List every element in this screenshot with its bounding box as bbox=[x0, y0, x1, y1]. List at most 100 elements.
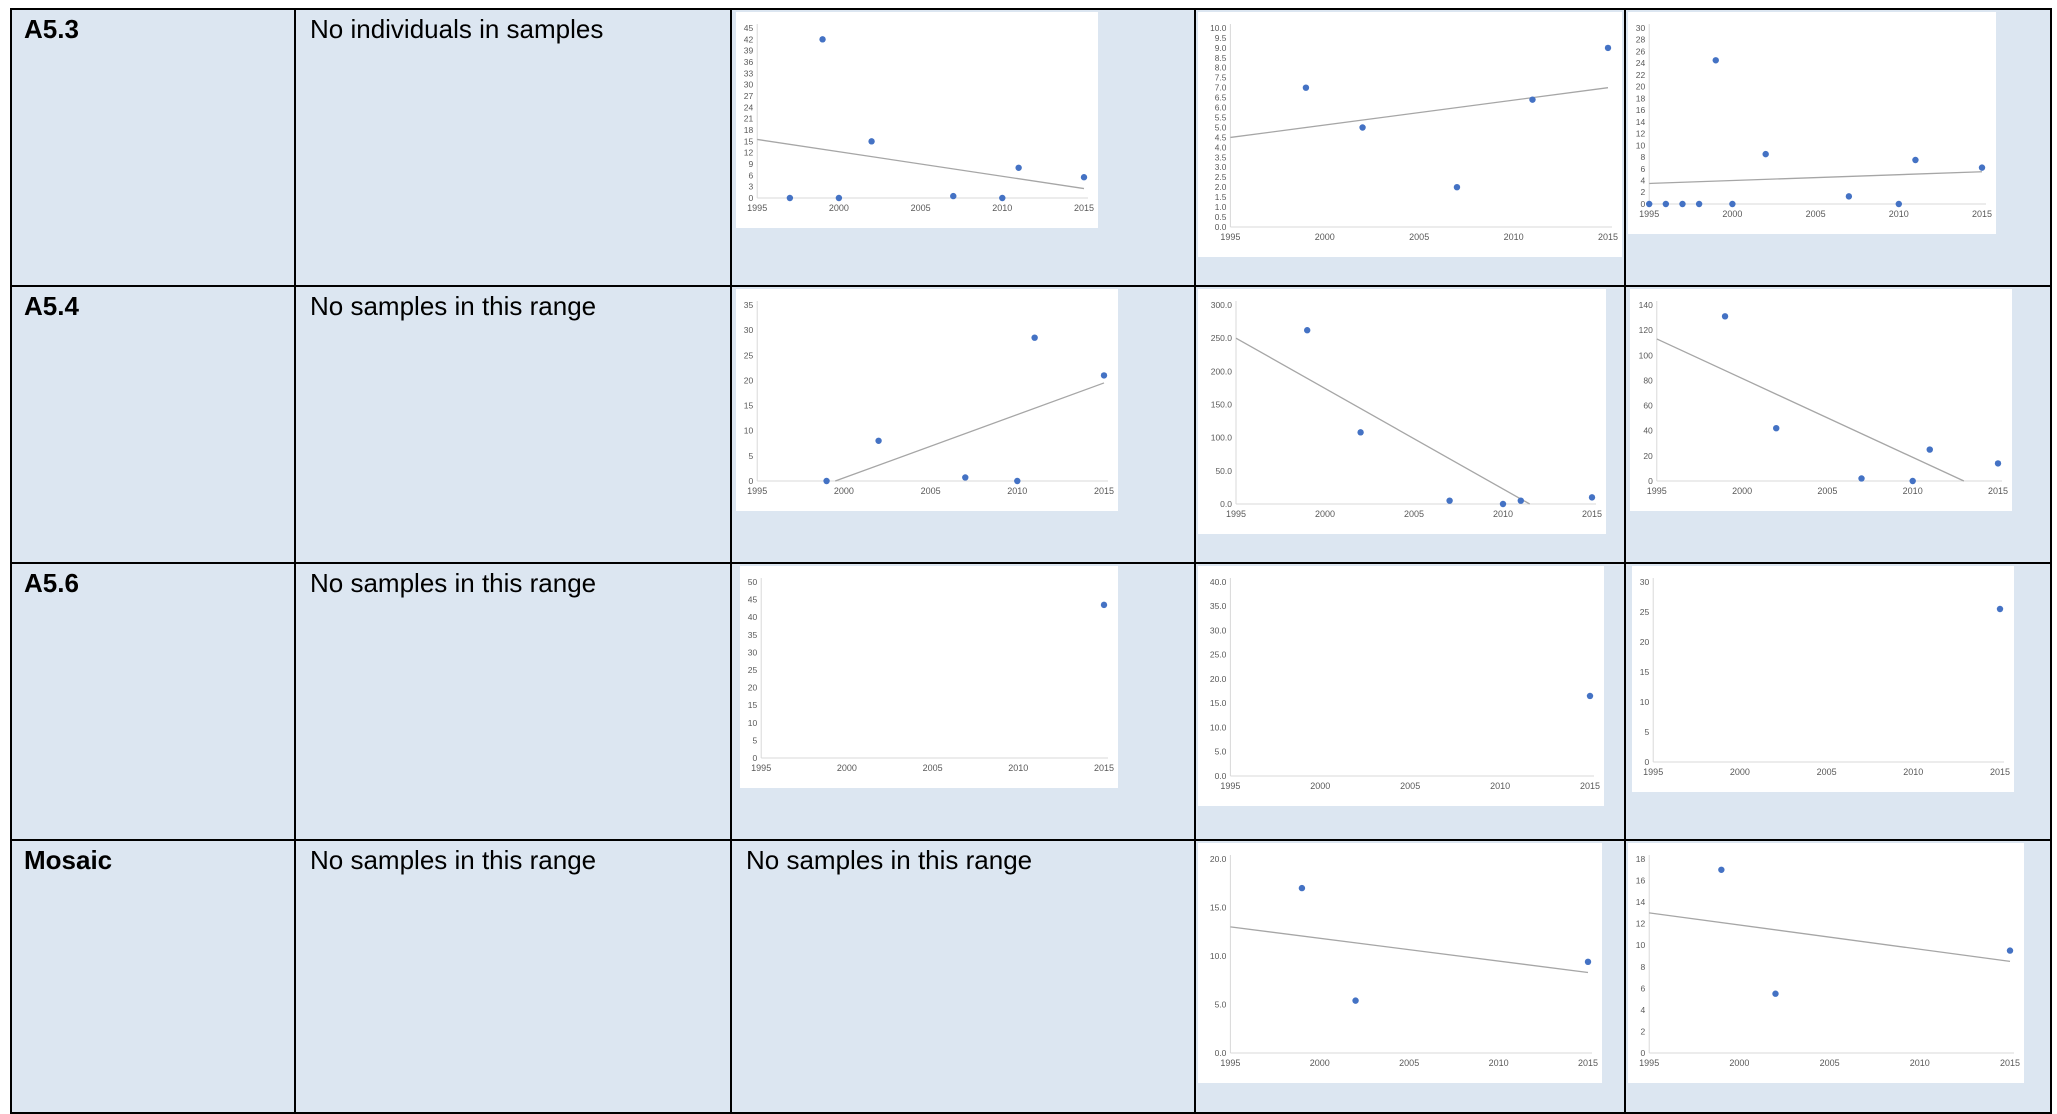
y-tick-label: 4 bbox=[1640, 176, 1645, 186]
y-tick-label: 8 bbox=[1640, 152, 1645, 162]
x-tick-label: 2015 bbox=[1582, 509, 1602, 519]
y-tick-label: 42 bbox=[744, 34, 754, 44]
chart-cell: 0 5 10 15 20 25 30 35 1995 2000 2005 2010 2015 bbox=[730, 285, 1196, 564]
y-tick-label: 3 bbox=[748, 182, 753, 192]
data-point bbox=[1015, 164, 1022, 171]
x-tick-label: 2000 bbox=[1310, 781, 1330, 791]
y-tick-label: 35 bbox=[744, 300, 754, 310]
data-point bbox=[1517, 497, 1524, 504]
data-point bbox=[1031, 334, 1038, 341]
y-tick-label: 250.0 bbox=[1211, 333, 1233, 343]
x-tick-label: 2000 bbox=[829, 203, 849, 213]
data-point bbox=[868, 138, 875, 145]
y-tick-label: 15 bbox=[748, 700, 758, 710]
row-label-cell: A5.6 bbox=[10, 562, 296, 841]
x-tick-label: 2010 bbox=[1910, 1058, 1930, 1068]
y-tick-label: 2 bbox=[1640, 1026, 1645, 1036]
y-tick-label: 45 bbox=[748, 595, 758, 605]
y-tick-label: 27 bbox=[744, 91, 754, 101]
x-tick-label: 2005 bbox=[1409, 232, 1429, 242]
data-point bbox=[999, 194, 1006, 202]
row-label-cell: A5.4 bbox=[10, 285, 296, 564]
data-point bbox=[1895, 200, 1902, 208]
x-tick-label: 2000 bbox=[834, 486, 854, 496]
y-tick-label: 12 bbox=[744, 148, 754, 158]
y-tick-label: 7.0 bbox=[1215, 83, 1227, 93]
y-tick-label: 8.0 bbox=[1215, 63, 1227, 73]
x-tick-label: 2015 bbox=[1990, 767, 2010, 777]
y-tick-label: 10 bbox=[744, 426, 754, 436]
row-label-cell: Mosaic bbox=[10, 839, 296, 1114]
data-point bbox=[1978, 164, 1986, 171]
data-point bbox=[1499, 500, 1507, 508]
scatter-chart: 0 5 10 15 20 25 30 35 40 45 50 1995 2000 2005 2010 2015 bbox=[740, 566, 1118, 788]
x-tick-label: 1995 bbox=[1220, 1058, 1240, 1068]
y-tick-label: 100 bbox=[1639, 350, 1653, 360]
note-cell: No individuals in samples bbox=[294, 8, 732, 287]
x-tick-label: 2005 bbox=[1820, 1058, 1840, 1068]
y-tick-label: 15 bbox=[744, 136, 754, 146]
data-point bbox=[1100, 372, 1108, 379]
data-point bbox=[2006, 947, 2014, 954]
y-tick-label: 9 bbox=[748, 159, 753, 169]
y-tick-label: 100.0 bbox=[1211, 433, 1233, 443]
note-cell: No samples in this range bbox=[294, 839, 732, 1114]
y-tick-label: 6 bbox=[748, 170, 753, 180]
x-tick-label: 1995 bbox=[751, 763, 771, 773]
x-tick-label: 2015 bbox=[1578, 1058, 1598, 1068]
scatter-chart: 0 5 10 15 20 25 30 35 1995 2000 2005 2010 2015 bbox=[736, 289, 1118, 511]
x-tick-label: 2000 bbox=[1729, 1058, 1749, 1068]
data-point bbox=[1080, 174, 1088, 181]
y-tick-label: 20.0 bbox=[1210, 674, 1227, 684]
x-tick-label: 2005 bbox=[1399, 1058, 1419, 1068]
data-point bbox=[1909, 477, 1916, 485]
x-tick-label: 2010 bbox=[1489, 1058, 1509, 1068]
y-tick-label: 40 bbox=[748, 612, 758, 622]
data-point bbox=[1858, 475, 1865, 482]
scatter-chart: 0.0 50.0 100.0 150.0 200.0 250.0 300.0 1995 2000… bbox=[1198, 289, 1606, 534]
y-tick-label: 20 bbox=[1636, 82, 1646, 92]
y-tick-label: 8.5 bbox=[1215, 53, 1227, 63]
y-tick-label: 24 bbox=[1636, 58, 1646, 68]
row-label-cell: A5.3 bbox=[10, 8, 296, 287]
x-tick-label: 1995 bbox=[1639, 1058, 1659, 1068]
y-tick-label: 140 bbox=[1639, 300, 1653, 310]
y-tick-label: 0.0 bbox=[1220, 499, 1232, 509]
data-point bbox=[1584, 958, 1592, 966]
y-tick-label: 200.0 bbox=[1211, 366, 1233, 376]
x-tick-label: 1995 bbox=[1647, 486, 1667, 496]
y-tick-label: 6.0 bbox=[1215, 103, 1227, 113]
y-tick-label: 6.5 bbox=[1215, 93, 1227, 103]
data-point bbox=[1996, 605, 2004, 613]
y-tick-label: 40 bbox=[1643, 426, 1653, 436]
y-tick-label: 35 bbox=[748, 630, 758, 640]
x-tick-label: 2010 bbox=[1008, 763, 1028, 773]
y-tick-label: 15.0 bbox=[1210, 902, 1227, 912]
y-tick-label: 28 bbox=[1636, 35, 1646, 45]
table-row: Mosaic No samples in this range No sampl… bbox=[10, 839, 2052, 1114]
y-tick-label: 10 bbox=[1636, 940, 1646, 950]
x-tick-label: 2010 bbox=[1490, 781, 1510, 791]
y-tick-label: 35.0 bbox=[1210, 601, 1227, 611]
y-tick-label: 16 bbox=[1636, 876, 1646, 886]
y-tick-label: 0 bbox=[752, 753, 757, 763]
y-tick-label: 20 bbox=[1640, 637, 1650, 647]
y-tick-label: 4.5 bbox=[1215, 132, 1227, 142]
y-tick-label: 0 bbox=[1648, 476, 1653, 486]
y-tick-label: 2.0 bbox=[1215, 182, 1227, 192]
y-tick-label: 14 bbox=[1636, 897, 1646, 907]
y-tick-label: 30 bbox=[1636, 23, 1646, 33]
data-point bbox=[1718, 866, 1725, 873]
x-tick-label: 2000 bbox=[1315, 232, 1335, 242]
x-tick-label: 2005 bbox=[921, 486, 941, 496]
x-tick-label: 2015 bbox=[1094, 486, 1114, 496]
x-tick-label: 2000 bbox=[1315, 509, 1335, 519]
y-tick-label: 7.5 bbox=[1215, 73, 1227, 83]
y-tick-label: 5.0 bbox=[1215, 999, 1227, 1009]
data-point bbox=[1662, 200, 1670, 208]
y-tick-label: 4 bbox=[1640, 1005, 1645, 1015]
y-tick-label: 9.5 bbox=[1215, 33, 1227, 43]
note-cell: No samples in this range bbox=[294, 285, 732, 564]
scatter-chart: 0.0 5.0 10.0 15.0 20.0 1995 2000 2005 2010 2015 bbox=[1198, 843, 1602, 1083]
y-tick-label: 0 bbox=[748, 476, 753, 486]
